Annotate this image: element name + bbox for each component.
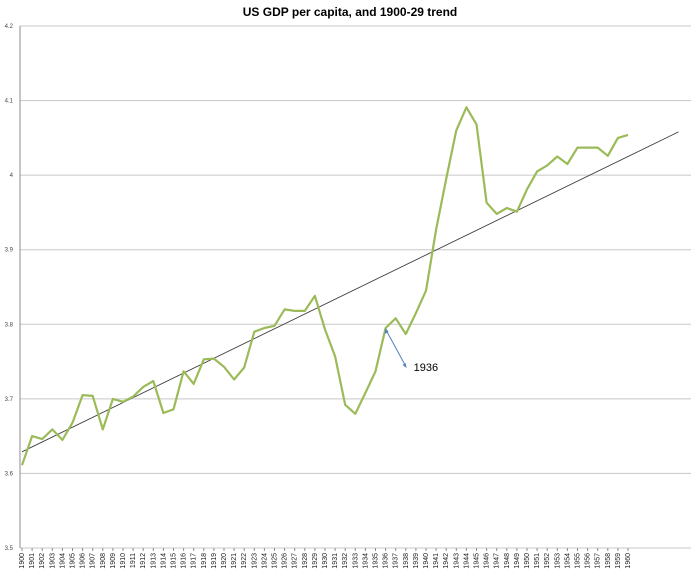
x-tick-label: 1940	[423, 553, 430, 569]
x-tick-label: 1927	[292, 553, 299, 569]
y-tick-label: 4.1	[5, 99, 14, 105]
x-tick-label: 1947	[494, 553, 501, 569]
x-tick-label: 1954	[564, 553, 571, 569]
annotation-arrowhead	[402, 363, 407, 369]
y-tick-label: 4.2	[5, 24, 14, 30]
x-tick-label: 1901	[29, 553, 36, 569]
y-tick-label: 3.9	[5, 248, 14, 254]
x-tick-label: 1938	[403, 553, 410, 569]
x-tick-label: 1935	[373, 553, 380, 569]
x-tick-label: 1951	[534, 553, 541, 569]
x-tick-label: 1926	[282, 553, 289, 569]
x-tick-label: 1929	[312, 553, 319, 569]
x-tick-label: 1930	[322, 553, 329, 569]
y-tick-label: 4	[10, 173, 14, 179]
x-tick-label: 1934	[362, 553, 369, 569]
x-tick-label: 1959	[615, 553, 622, 569]
gdp-line	[20, 106, 629, 466]
x-tick-label: 1907	[90, 553, 97, 569]
annotation-arrow	[386, 330, 407, 367]
x-tick-label: 1903	[49, 553, 56, 569]
x-tick-label: 1953	[554, 553, 561, 569]
x-tick-label: 1928	[302, 553, 309, 569]
x-tick-label: 1932	[342, 553, 349, 569]
x-tick-label: 1943	[453, 553, 460, 569]
x-tick-label: 1923	[251, 553, 258, 569]
x-tick-label: 1917	[191, 553, 198, 569]
x-tick-label: 1956	[585, 553, 592, 569]
x-tick-label: 1919	[211, 553, 218, 569]
x-tick-label: 1924	[261, 553, 268, 569]
annotation-group: 1936	[384, 328, 438, 374]
x-tick-label: 1915	[171, 553, 178, 569]
x-tick-label: 1921	[231, 553, 238, 569]
x-tick-label: 1910	[120, 553, 127, 569]
annotation-arrowhead	[384, 328, 389, 335]
x-tick-label: 1957	[595, 553, 602, 569]
x-tick-label: 1939	[413, 553, 420, 569]
y-tick-label: 3.6	[5, 471, 14, 477]
x-tick-label: 1936	[383, 553, 390, 569]
chart-title: US GDP per capita, and 1900-29 trend	[243, 5, 458, 19]
x-tick-label: 1905	[70, 553, 77, 569]
x-tick-label: 1948	[504, 553, 511, 569]
gridlines	[19, 25, 691, 549]
y-axis-ticks: 3.5 3.6 3.7 3.8 3.9 4 4.1 4.2	[5, 24, 14, 552]
x-tick-label: 1955	[575, 553, 582, 569]
x-tick-label: 1931	[332, 553, 339, 569]
trend-line	[21, 131, 679, 453]
x-tick-label: 1950	[524, 553, 531, 569]
x-tick-label: 1937	[393, 553, 400, 569]
x-tick-label: 1913	[150, 553, 157, 569]
x-tick-label: 1925	[272, 553, 279, 569]
x-tick-label: 1933	[352, 553, 359, 569]
x-tick-label: 1949	[514, 553, 521, 569]
x-tick-label: 1920	[221, 553, 228, 569]
series-group	[20, 106, 679, 466]
x-tick-label: 1918	[201, 553, 208, 569]
x-tick-label: 1909	[110, 553, 117, 569]
x-tick-label: 1960	[625, 553, 632, 569]
y-tick-label: 3.8	[5, 322, 14, 328]
x-tick-label: 1904	[59, 553, 66, 569]
x-tick-label: 1906	[80, 553, 87, 569]
x-tick-label: 1908	[100, 553, 107, 569]
x-tick-label: 1902	[39, 553, 46, 569]
y-tick-label: 3.5	[5, 546, 14, 552]
x-tick-label: 1952	[544, 553, 551, 569]
x-tick-label: 1944	[463, 553, 470, 569]
x-axis-ticks: 1900 1901 1902 1903 1904 1905 1906 1907 1908 1909…	[19, 548, 632, 569]
x-tick-label: 1941	[433, 553, 440, 569]
x-tick-label: 1958	[605, 553, 612, 569]
x-tick-label: 1946	[484, 553, 491, 569]
x-tick-label: 1942	[443, 553, 450, 569]
x-tick-label: 1945	[474, 553, 481, 569]
x-tick-label: 1900	[19, 553, 26, 569]
y-tick-label: 3.7	[5, 397, 14, 403]
x-tick-label: 1916	[181, 553, 188, 569]
annotation-label: 1936	[414, 362, 438, 374]
x-tick-label: 1914	[160, 553, 167, 569]
x-tick-label: 1912	[140, 553, 147, 569]
x-tick-label: 1911	[130, 553, 137, 568]
x-tick-label: 1922	[241, 553, 248, 569]
